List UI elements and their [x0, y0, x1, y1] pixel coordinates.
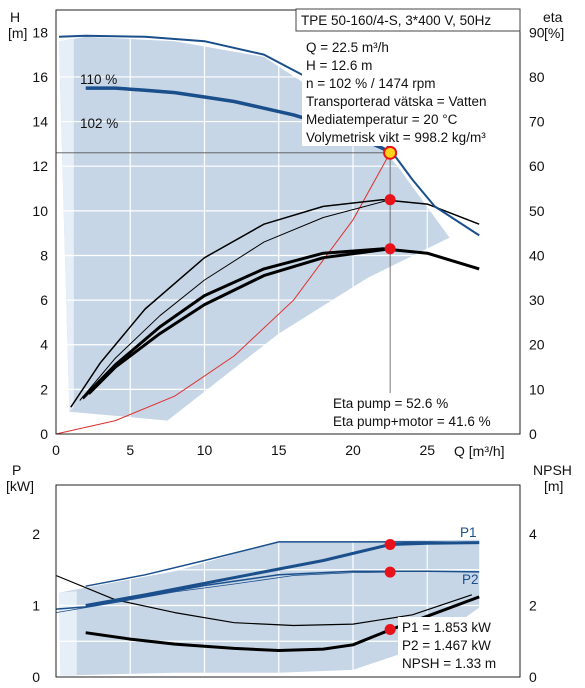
p-axis-unit: [kW] — [6, 478, 34, 494]
efficiency-curve — [79, 199, 391, 401]
npsh-tick-labels: 0 2 4 — [529, 526, 537, 685]
qh-eta-tick-labels: 0 10 20 30 40 50 60 70 80 90 — [529, 24, 545, 442]
info-title-box — [295, 8, 521, 32]
npsh-axis-title: NPSH — [533, 462, 572, 478]
qh-panel: 0 5 10 15 20 25 0 2 4 6 8 10 12 14 16 18 0 10 20 30 40 50 60… — [8, 8, 564, 459]
eta-y-tick: 80 — [529, 69, 545, 85]
npsh-y-tick: 4 — [529, 526, 537, 542]
info-temperature: Mediatemperatur = 20 °C — [306, 112, 458, 127]
info-speed: n = 102 % / 1474 rpm — [306, 76, 435, 91]
p-axis-title: P — [12, 462, 21, 478]
power-plot-frame — [55, 484, 521, 678]
power-curve — [55, 571, 391, 613]
npsh-curve — [55, 574, 472, 627]
p2-curve-label: P2 — [462, 572, 479, 587]
qh-y-tick: 10 — [32, 203, 48, 219]
eta-y-tick: 70 — [529, 114, 545, 130]
info-density: Volymetrisk vikt = 998.2 kg/m³ — [306, 130, 486, 145]
p1-curve-label: P1 — [460, 525, 477, 540]
qh-envelope-edge — [58, 39, 74, 412]
qh-y-tick: 14 — [32, 114, 48, 130]
qh-x-tick: 20 — [345, 442, 361, 458]
qh-points — [383, 145, 398, 255]
efficiency-point — [384, 243, 396, 255]
efficiency-curve — [70, 198, 480, 408]
pump-model-title: TPE 50-160/4-S, 3*400 V, 50Hz — [301, 13, 491, 28]
power-curves — [55, 541, 480, 652]
qh-y-tick: 4 — [40, 337, 48, 353]
p1-value: P1 = 1.853 kW — [402, 620, 491, 635]
qh-x-tick: 15 — [271, 442, 287, 458]
qh-x-tick: 10 — [197, 442, 213, 458]
eta-axis-title: eta — [543, 9, 563, 25]
efficiency-curve — [87, 247, 391, 395]
eta-y-tick: 0 — [529, 426, 537, 442]
power-y-tick: 2 — [32, 526, 40, 542]
npsh-y-tick: 2 — [529, 598, 537, 614]
qh-y-tick: 6 — [40, 292, 48, 308]
efficiency-curve — [81, 247, 480, 400]
efficiency-point — [384, 194, 396, 206]
qh-y-tick: 8 — [40, 247, 48, 263]
qh-x-tick: 5 — [126, 442, 134, 458]
power-point — [384, 539, 396, 551]
speed-label-102: 102 % — [80, 116, 118, 131]
power-y-tick: 0 — [32, 669, 40, 685]
qh-y-tick: 12 — [32, 158, 48, 174]
h-axis-title: H — [10, 9, 20, 25]
power-info-box — [398, 617, 516, 673]
power-panel: 0 1 2 0 2 4 P [kW] NPSH [m] P1 P2 P1 = 1.853… — [6, 462, 572, 685]
power-envelope-edge — [58, 591, 77, 676]
eta-pump-motor-value: Eta pump+motor = 41.6 % — [333, 414, 491, 429]
npsh-axis-unit: [m] — [544, 478, 563, 494]
npsh-value: NPSH = 1.33 m — [402, 656, 496, 671]
power-curve — [55, 570, 480, 610]
power-tick-labels: 0 1 2 — [32, 526, 40, 685]
qh-y-tick: 2 — [40, 381, 48, 397]
qh-x-tick: 0 — [52, 442, 60, 458]
eta-y-tick: 40 — [529, 247, 545, 263]
eta-pump-value: Eta pump = 52.6 % — [333, 396, 448, 411]
info-flow: Q = 22.5 m³/h — [306, 40, 389, 55]
power-point — [384, 566, 396, 578]
qh-y-tick: 18 — [32, 24, 48, 40]
eta-y-tick: 60 — [529, 158, 545, 174]
qh-x-tick: 25 — [419, 442, 435, 458]
p2-value: P2 = 1.467 kW — [402, 638, 491, 653]
speed-label-110: 110 % — [80, 72, 117, 87]
eta-y-tick: 30 — [529, 292, 545, 308]
qh-curves — [55, 34, 480, 435]
info-head: H = 12.6 m — [306, 58, 372, 73]
eta-y-tick: 10 — [529, 381, 545, 397]
power-point — [384, 623, 396, 635]
eta-y-tick: 90 — [529, 24, 545, 40]
qh-x-tick-labels: 0 5 10 15 20 25 — [52, 442, 435, 458]
q-axis-title: Q [m³/h] — [454, 443, 505, 459]
info-values-box — [302, 34, 508, 146]
eta-axis-unit: [%] — [544, 25, 564, 41]
qh-y-tick: 0 — [40, 426, 48, 442]
duty-point — [383, 145, 398, 160]
npsh-y-tick: 0 — [529, 669, 537, 685]
eta-info-box — [330, 393, 518, 433]
power-y-tick: 1 — [32, 598, 40, 614]
system-curve — [55, 152, 391, 435]
eta-y-tick: 20 — [529, 337, 545, 353]
qh-plot-frame — [55, 9, 521, 435]
qh-y-tick-labels: 0 2 4 6 8 10 12 14 16 18 — [32, 24, 48, 442]
h-axis-unit: [m] — [8, 25, 27, 41]
power-curve — [85, 541, 480, 607]
eta-y-tick: 50 — [529, 203, 545, 219]
qh-y-tick: 16 — [32, 69, 48, 85]
info-liquid: Transporterad vätska = Vatten — [306, 94, 486, 109]
power-points — [384, 539, 396, 635]
